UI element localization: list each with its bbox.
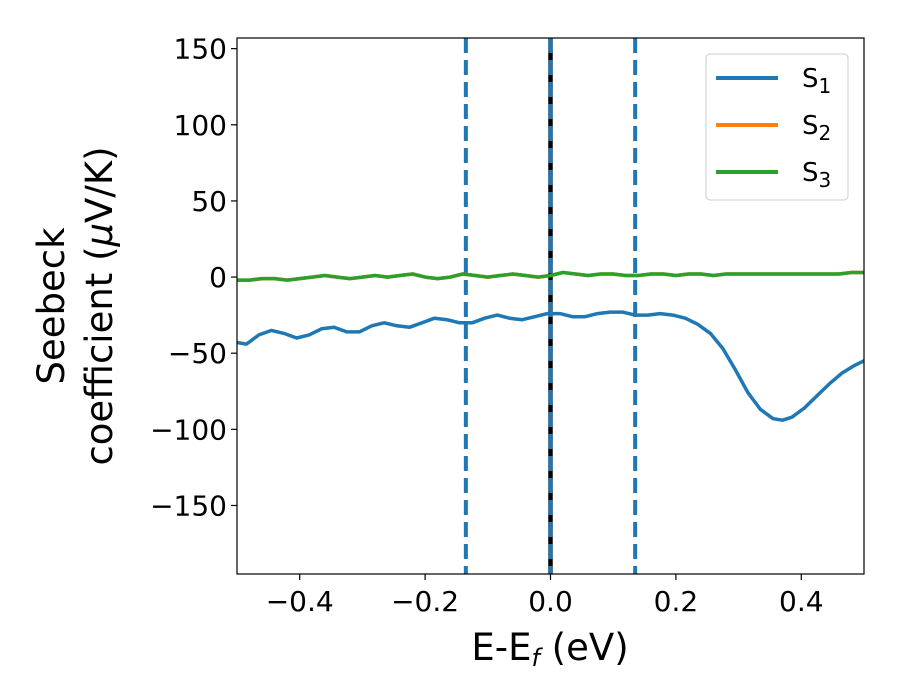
x-tick-label: 0.0 — [528, 585, 573, 618]
vertical-reference-lines — [463, 38, 638, 574]
series-line-s1 — [237, 310, 864, 422]
y-axis-label-mu: μ — [78, 223, 121, 248]
series-lines — [237, 270, 864, 422]
y-tick-label: 150 — [174, 33, 227, 66]
y-tick-label: −100 — [150, 413, 227, 446]
x-tick-label: −0.4 — [266, 585, 334, 618]
x-axis-label: E-Ef (eV) — [471, 626, 628, 672]
y-tick-label: 50 — [191, 185, 227, 218]
legend-label-s1: S1 — [802, 64, 831, 98]
legend-label-s3: S3 — [802, 158, 831, 192]
y-tick-label: 0 — [209, 261, 227, 294]
y-axis-label-prefix: coefficient ( — [78, 246, 121, 465]
legend: S1 S2 S3 — [705, 53, 849, 201]
series-line-s3 — [237, 270, 864, 282]
y-tick-label: 100 — [174, 109, 227, 142]
x-axis-label-main: E-E — [471, 626, 531, 669]
x-axis-ticks: −0.4 −0.2 0.0 0.2 0.4 — [266, 574, 824, 618]
plot-area — [237, 38, 864, 574]
y-axis-label-suffix: V/K) — [78, 146, 121, 222]
x-axis-label-unit: (eV) — [540, 626, 629, 669]
y-tick-label: −50 — [168, 337, 227, 370]
y-axis-label-line1: Seebeck — [30, 227, 73, 385]
x-tick-label: 0.2 — [654, 585, 699, 618]
y-axis-ticks: 150 100 50 0 −50 −100 −150 — [150, 33, 237, 522]
y-axis-label-line2: coefficient (μV/K) — [78, 146, 121, 465]
legend-label-s2: S2 — [802, 111, 831, 145]
x-tick-label: 0.4 — [779, 585, 824, 618]
y-tick-label: −150 — [150, 489, 227, 522]
x-tick-label: −0.2 — [391, 585, 459, 618]
